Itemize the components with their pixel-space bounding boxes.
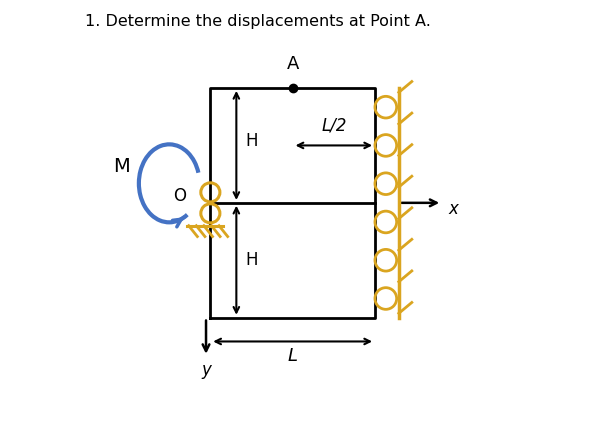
- Text: 1. Determine the displacements at Point A.: 1. Determine the displacements at Point …: [85, 14, 431, 29]
- Text: H: H: [245, 251, 258, 269]
- Text: x: x: [448, 200, 459, 218]
- Text: L/2: L/2: [321, 116, 346, 135]
- Text: O: O: [173, 187, 187, 205]
- Text: y: y: [201, 361, 211, 379]
- Text: M: M: [113, 157, 130, 176]
- Text: L: L: [287, 347, 298, 364]
- Text: A: A: [286, 55, 299, 73]
- Text: H: H: [245, 132, 258, 150]
